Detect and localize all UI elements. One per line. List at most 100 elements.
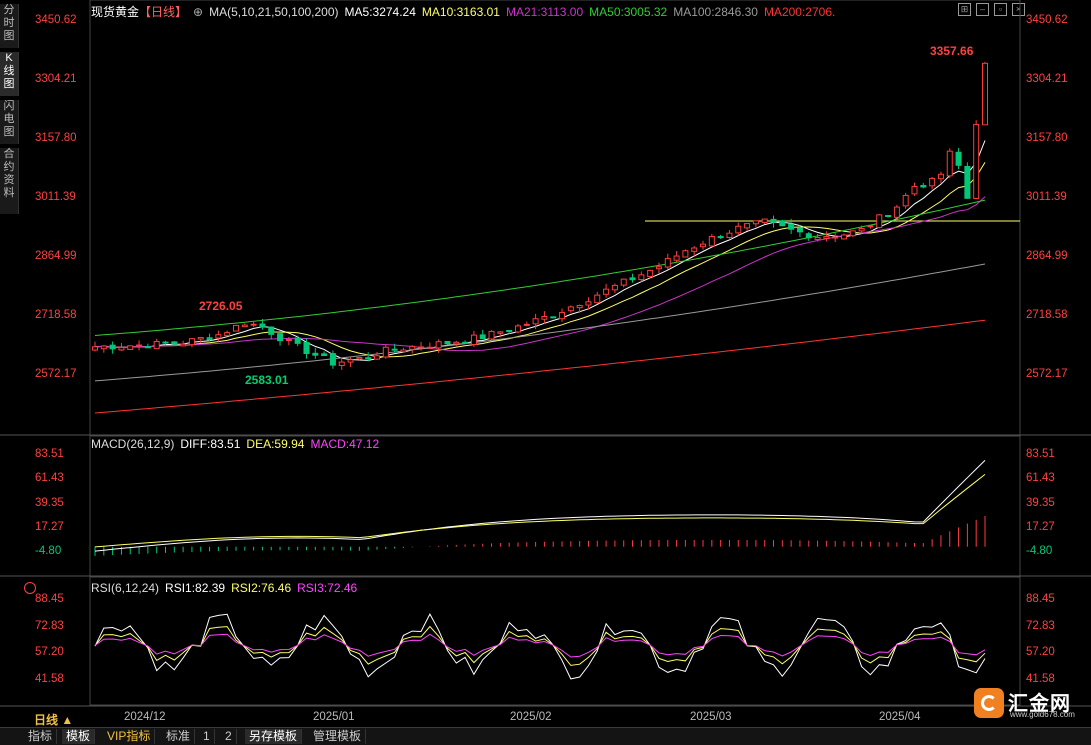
tab-flash[interactable]: 闪电图 <box>0 100 19 144</box>
candle-body <box>796 227 803 233</box>
tab-kline-label: K线图 <box>3 52 15 90</box>
candle-body <box>338 361 345 367</box>
candle-body <box>382 346 389 358</box>
candle-body <box>550 316 557 319</box>
logo-url: www.gold678.com <box>1010 710 1075 719</box>
candle-body <box>902 194 909 207</box>
tab-kline[interactable]: K线图 <box>0 52 19 96</box>
candle-body <box>946 150 953 177</box>
grid-icon[interactable]: ⊞ <box>958 3 971 16</box>
macd-params: MACD(26,12,9) <box>91 437 175 451</box>
candle-body <box>867 225 874 228</box>
ma200-line <box>94 319 986 414</box>
price-label: 3304.21 <box>35 73 77 85</box>
date-label: 2024/12 <box>124 711 166 723</box>
record-icon[interactable] <box>24 582 36 594</box>
candle-body <box>241 324 248 328</box>
candle-body <box>250 323 257 326</box>
rsi1-line <box>94 613 986 680</box>
candle-body <box>321 353 328 357</box>
candle-body <box>955 151 962 166</box>
candle-body <box>277 333 284 342</box>
rsi-label: 41.58 <box>35 673 64 685</box>
low-annotation: 2583.01 <box>245 373 289 387</box>
tab-template-2[interactable]: 2 <box>221 729 237 744</box>
period-selector[interactable]: 日线 ▲ <box>34 713 74 727</box>
rsi1-value: RSI1:82.39 <box>165 581 226 595</box>
macd-label: 83.51 <box>35 448 64 460</box>
candle-body <box>373 355 380 360</box>
minimize-icon[interactable]: – <box>976 3 989 16</box>
restore-icon[interactable]: ▫ <box>994 3 1007 16</box>
candle-body <box>462 341 469 344</box>
candle-body <box>920 184 927 188</box>
period-label: 【日线】 <box>139 5 188 19</box>
candle-body <box>541 316 548 320</box>
price-label: 2572.17 <box>1026 368 1068 380</box>
candle-body <box>171 341 178 345</box>
candle-body <box>215 334 222 339</box>
rsi-legend: RSI(6,12,24) RSI1:82.39 RSI2:76.46 RSI3:72.… <box>91 581 363 595</box>
candle-body <box>109 344 116 350</box>
save-template-button[interactable]: 另存模板 <box>245 729 303 744</box>
candle-body <box>717 236 724 239</box>
macd-panel-frame <box>89 435 1021 577</box>
candle-body <box>523 323 530 326</box>
ma10-line <box>94 162 986 358</box>
price-label: 3450.62 <box>35 14 77 26</box>
candle-body <box>92 346 98 351</box>
date-label: 2025/01 <box>313 711 355 723</box>
candle-body <box>559 312 566 320</box>
candle-body <box>365 357 372 360</box>
rsi-label: 41.58 <box>1026 673 1055 685</box>
candle-body <box>418 346 425 349</box>
tab-standard[interactable]: 标准 <box>162 729 196 744</box>
rsi-panel-frame <box>89 576 1021 706</box>
candle-body <box>885 215 892 218</box>
candle-body <box>726 232 733 238</box>
kline-chart[interactable] <box>0 0 1091 727</box>
tab-timeshare[interactable]: 分时图 <box>0 4 19 48</box>
rsi2-value: RSI2:76.46 <box>231 581 292 595</box>
macd-dea: DEA:59.94 <box>246 437 305 451</box>
candle-body <box>268 326 275 335</box>
ma200-value: MA200:2706. <box>763 5 836 19</box>
manage-template-button[interactable]: 管理模板 <box>309 729 367 744</box>
rsi-label: 72.83 <box>1026 620 1055 632</box>
tab-template-1[interactable]: 1 <box>199 729 215 744</box>
candle-body <box>893 206 900 218</box>
price-label: 3011.39 <box>35 191 76 203</box>
high-annotation: 3357.66 <box>930 44 974 58</box>
high-annotation-2: 2726.05 <box>199 299 243 313</box>
candle-body <box>691 247 698 252</box>
tab-contract-info-label: 合约资料 <box>3 148 15 199</box>
close-icon[interactable]: × <box>1012 3 1025 16</box>
candle-body <box>911 185 918 195</box>
candle-body <box>735 225 742 234</box>
logo-name: 汇金网 <box>1008 693 1071 715</box>
candle-body <box>805 233 812 239</box>
tab-indicator[interactable]: 指标 <box>24 729 58 744</box>
candle-body <box>497 331 504 334</box>
candle-body <box>312 352 319 356</box>
tab-vip-indicator[interactable]: VIP指标 <box>103 729 156 744</box>
candle-body <box>982 62 988 126</box>
tab-contract-info[interactable]: 合约资料 <box>0 148 19 214</box>
candle-body <box>858 227 865 232</box>
rsi2-line <box>94 625 986 666</box>
candle-body <box>285 339 292 342</box>
price-label: 3011.39 <box>1026 191 1067 203</box>
tab-template[interactable]: 模板 <box>62 729 96 744</box>
rsi-params: RSI(6,12,24) <box>91 581 160 595</box>
candle-body <box>823 236 830 239</box>
candle-body <box>611 284 618 291</box>
macd-label: -4.80 <box>1026 545 1053 557</box>
price-label: 3157.80 <box>35 132 77 144</box>
tab-timeshare-label: 分时图 <box>3 4 15 42</box>
rsi3-value: RSI3:72.46 <box>297 581 358 595</box>
add-indicator-icon[interactable]: ⊕ <box>193 5 204 19</box>
price-label: 3157.80 <box>1026 132 1068 144</box>
price-label: 3304.21 <box>1026 73 1068 85</box>
candle-body <box>409 345 416 350</box>
